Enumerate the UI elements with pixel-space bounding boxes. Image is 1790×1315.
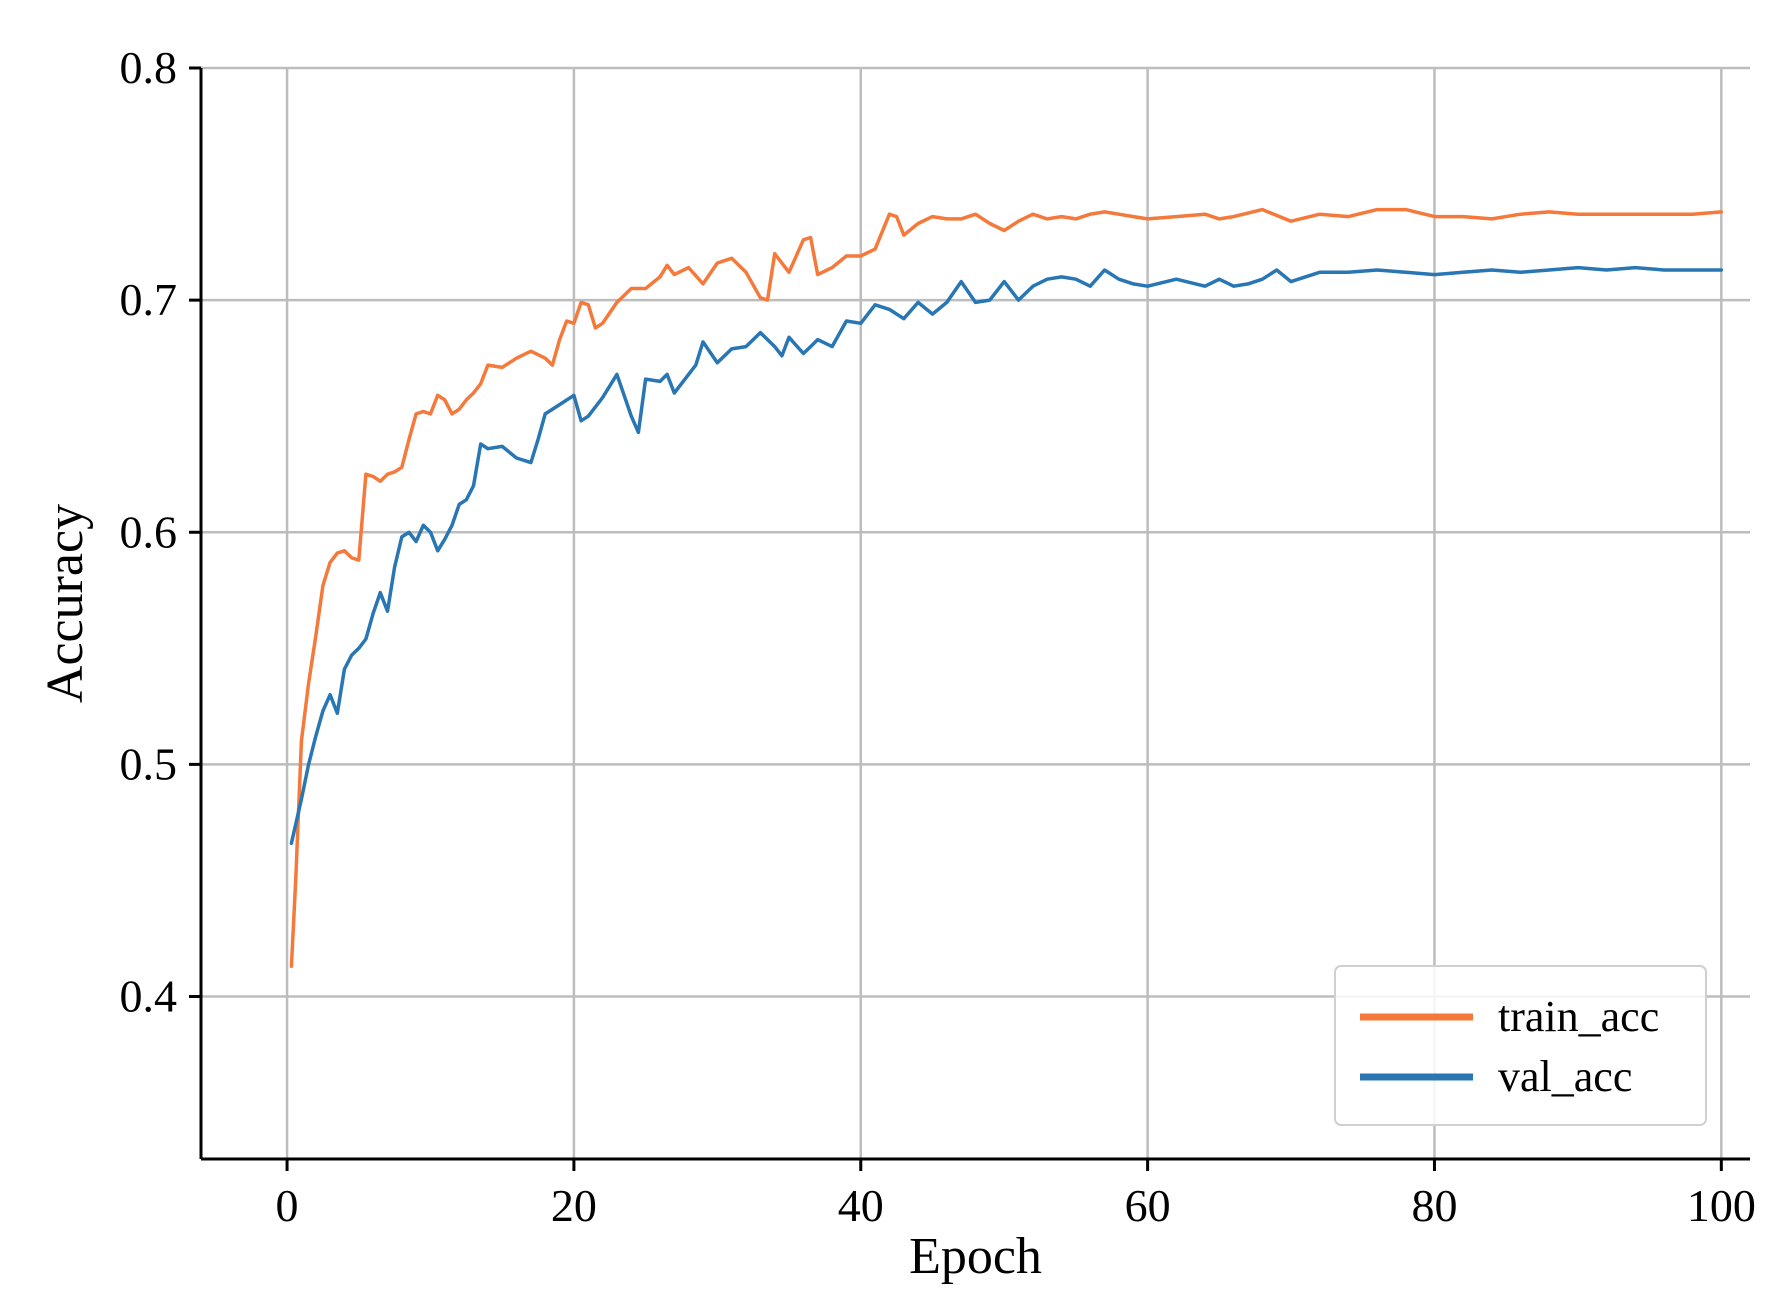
y-tick-label: 0.5 — [120, 738, 178, 789]
axes — [199, 68, 1750, 1161]
y-tick-label: 0.6 — [120, 506, 178, 557]
series-line-train-acc — [289, 207, 1724, 969]
x-tick-label: 60 — [1125, 1180, 1171, 1231]
x-tick-label: 40 — [838, 1180, 884, 1231]
x-ticks: 0 20 40 60 80 100 — [276, 1159, 1756, 1231]
x-tick-label: 80 — [1411, 1180, 1457, 1231]
y-tick-label: 0.7 — [120, 274, 178, 325]
legend-frame — [1334, 965, 1707, 1126]
legend: train_acc val_acc — [1334, 965, 1707, 1126]
x-tick-label: 0 — [276, 1180, 299, 1231]
series-lines — [289, 207, 1724, 969]
x-tick-label: 20 — [551, 1180, 597, 1231]
y-tick-label: 0.4 — [120, 971, 178, 1022]
y-axis-title: Accuracy — [37, 504, 94, 703]
grid — [201, 66, 1750, 1159]
x-axis-title: Epoch — [909, 1228, 1042, 1285]
y-tick-label: 0.8 — [120, 42, 178, 93]
x-tick-label: 100 — [1687, 1180, 1756, 1231]
legend-label-val-acc: val_acc — [1498, 1052, 1632, 1101]
legend-label-train-acc: train_acc — [1498, 992, 1659, 1041]
series-line-val-acc — [289, 265, 1724, 846]
y-ticks: 0.4 0.5 0.6 0.7 0.8 — [120, 42, 201, 1022]
